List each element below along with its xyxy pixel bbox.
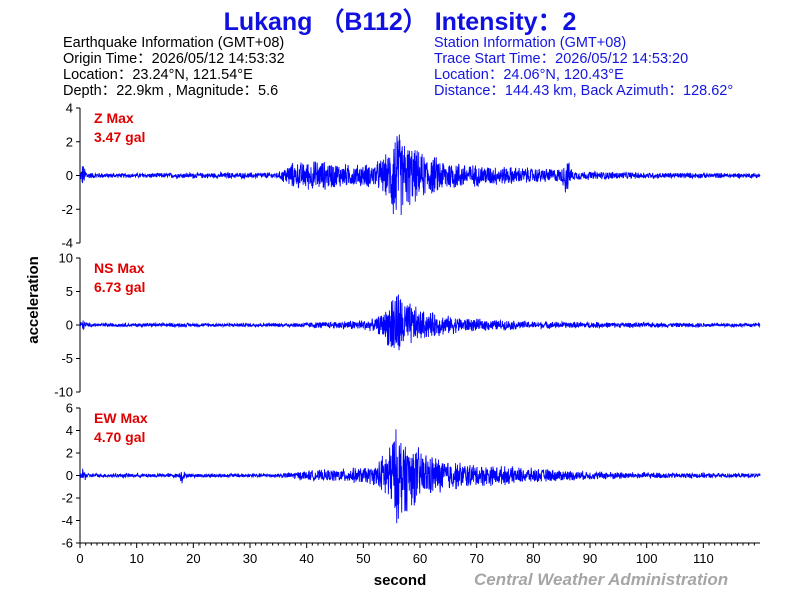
ns-max-value: 6.73 gal: [94, 279, 145, 295]
station-location: Location：24.06°N, 120.43°E: [434, 67, 624, 83]
ns-y-tick-label: 5: [66, 284, 73, 299]
epicenter-location: Location：23.24°N, 121.54°E: [63, 67, 253, 83]
x-tick-label: 100: [636, 551, 658, 566]
x-tick-label: 40: [299, 551, 313, 566]
x-tick-label: 60: [413, 551, 427, 566]
z-y-tick-label: 2: [66, 134, 73, 149]
origin-time: Origin Time：2026/05/12 14:53:32: [63, 51, 285, 67]
z-waveform: [79, 134, 761, 216]
z-max-label: Z Max: [94, 110, 134, 126]
ew-y-tick-label: -2: [61, 491, 73, 506]
credit-text: Central Weather Administration: [474, 570, 729, 589]
ns-y-tick-label: -5: [61, 351, 73, 366]
ew-y-tick-label: -4: [61, 513, 73, 528]
ew-max-value: 4.70 gal: [94, 429, 145, 445]
ew-y-tick-label: 4: [66, 423, 73, 438]
x-tick-label: 0: [76, 551, 83, 566]
station-info: Station Information (GMT+08) Trace Start…: [434, 35, 733, 99]
z-y-tick-label: -4: [61, 236, 73, 251]
x-tick-label: 30: [243, 551, 257, 566]
x-tick-label: 50: [356, 551, 370, 566]
ew-y-tick-label: -6: [61, 536, 73, 551]
earthquake-info: Earthquake Information (GMT+08) Origin T…: [63, 35, 285, 99]
x-tick-label: 20: [186, 551, 200, 566]
x-tick-label: 80: [526, 551, 540, 566]
ew-max-label: EW Max: [94, 410, 148, 426]
x-axis-label: second: [374, 572, 427, 589]
z-y-tick-label: -2: [61, 202, 73, 217]
ew-y-tick-label: 0: [66, 468, 73, 483]
x-tick-label: 10: [129, 551, 143, 566]
z-max-value: 3.47 gal: [94, 129, 145, 145]
y-axis-label: acceleration: [25, 256, 42, 344]
ns-y-tick-label: 0: [66, 318, 73, 333]
distance-azimuth: Distance：144.43 km, Back Azimuth：128.62°: [434, 83, 734, 99]
earthquake-info-heading: Earthquake Information (GMT+08): [63, 35, 285, 51]
station-info-heading: Station Information (GMT+08): [434, 35, 627, 51]
x-tick-label: 90: [583, 551, 597, 566]
depth-magnitude: Depth：22.9km , Magnitude：5.6: [63, 83, 279, 99]
z-y-tick-label: 0: [66, 168, 73, 183]
x-tick-label: 70: [469, 551, 483, 566]
x-tick-label: 110: [693, 551, 714, 566]
ns-max-label: NS Max: [94, 260, 145, 276]
chart-title: Lukang （B112） Intensity：2: [223, 8, 577, 36]
ns-y-tick-label: 10: [59, 251, 73, 266]
ew-y-tick-label: 2: [66, 446, 73, 461]
ns-waveform: [79, 294, 761, 351]
ns-y-tick-label: -10: [54, 385, 73, 400]
trace-start-time: Trace Start Time：2026/05/12 14:53:20: [434, 51, 689, 67]
z-y-tick-label: 4: [66, 101, 73, 116]
ew-waveform: [79, 429, 761, 524]
ew-y-tick-label: 6: [66, 401, 73, 416]
